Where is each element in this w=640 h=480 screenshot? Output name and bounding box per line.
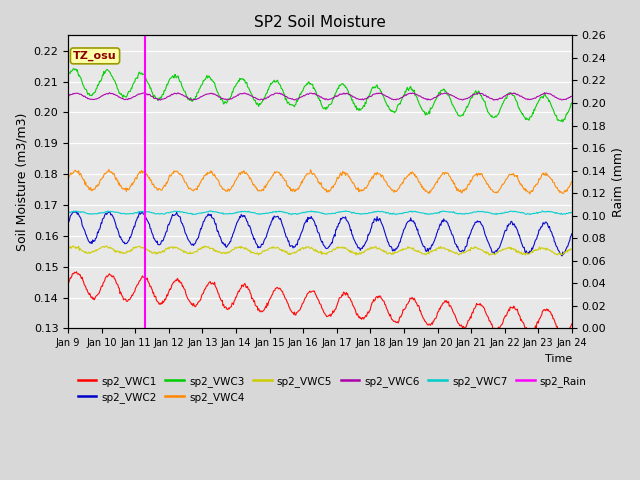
Y-axis label: Soil Moisture (m3/m3): Soil Moisture (m3/m3) (15, 113, 28, 251)
Legend: sp2_VWC1, sp2_VWC2, sp2_VWC3, sp2_VWC4, sp2_VWC5, sp2_VWC6, sp2_VWC7, sp2_Rain: sp2_VWC1, sp2_VWC2, sp2_VWC3, sp2_VWC4, … (74, 372, 591, 407)
X-axis label: Time: Time (545, 354, 572, 364)
Y-axis label: Raim (mm): Raim (mm) (612, 147, 625, 217)
Title: SP2 Soil Moisture: SP2 Soil Moisture (254, 15, 386, 30)
Text: TZ_osu: TZ_osu (73, 51, 117, 61)
